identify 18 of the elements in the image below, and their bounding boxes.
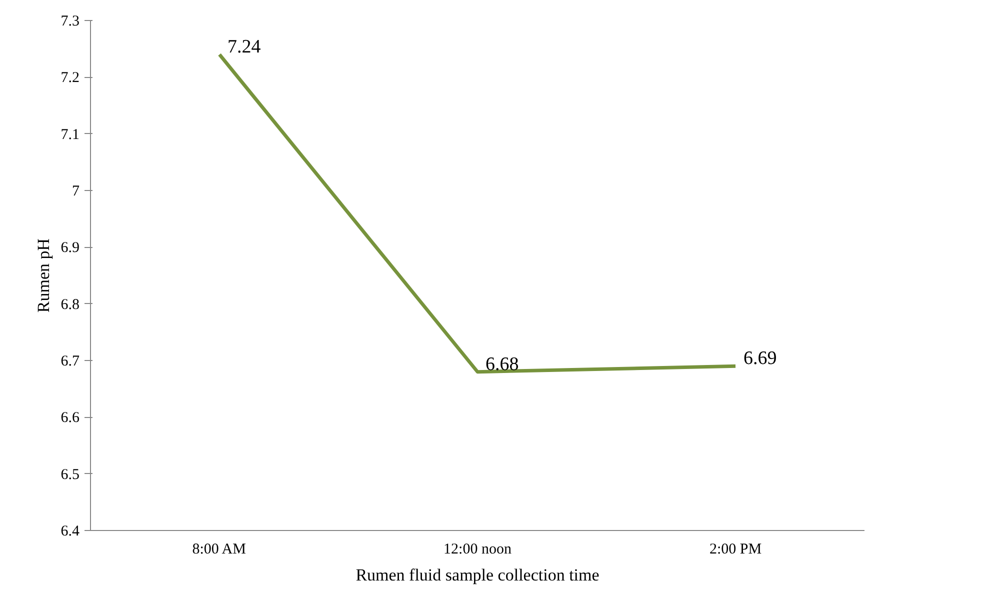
x-tick-label: 2:00 PM bbox=[709, 542, 762, 558]
data-label: 6.68 bbox=[486, 354, 519, 375]
data-label: 6.69 bbox=[744, 348, 777, 370]
y-tick-label: 7.1 bbox=[60, 126, 80, 143]
y-tick-label: 6.8 bbox=[60, 296, 80, 313]
x-tick-label: 8:00 AM bbox=[192, 542, 246, 558]
y-axis-title: Rumen pH bbox=[34, 238, 53, 313]
y-tick-label: 6.6 bbox=[60, 410, 80, 426]
y-tick-label: 7.2 bbox=[60, 70, 80, 86]
data-label: 7.24 bbox=[228, 36, 262, 58]
x-tick-label: 12:00 noon bbox=[444, 542, 512, 558]
x-axis-title: Rumen fluid sample collection time bbox=[356, 566, 600, 584]
y-tick-label: 6.5 bbox=[60, 466, 80, 483]
y-tick-label: 6.4 bbox=[60, 524, 80, 540]
y-tick-label: 6.7 bbox=[60, 354, 80, 370]
y-tick-label: 7 bbox=[72, 184, 80, 200]
y-tick-label: 7.3 bbox=[60, 14, 80, 30]
y-tick-label: 6.9 bbox=[60, 240, 80, 256]
